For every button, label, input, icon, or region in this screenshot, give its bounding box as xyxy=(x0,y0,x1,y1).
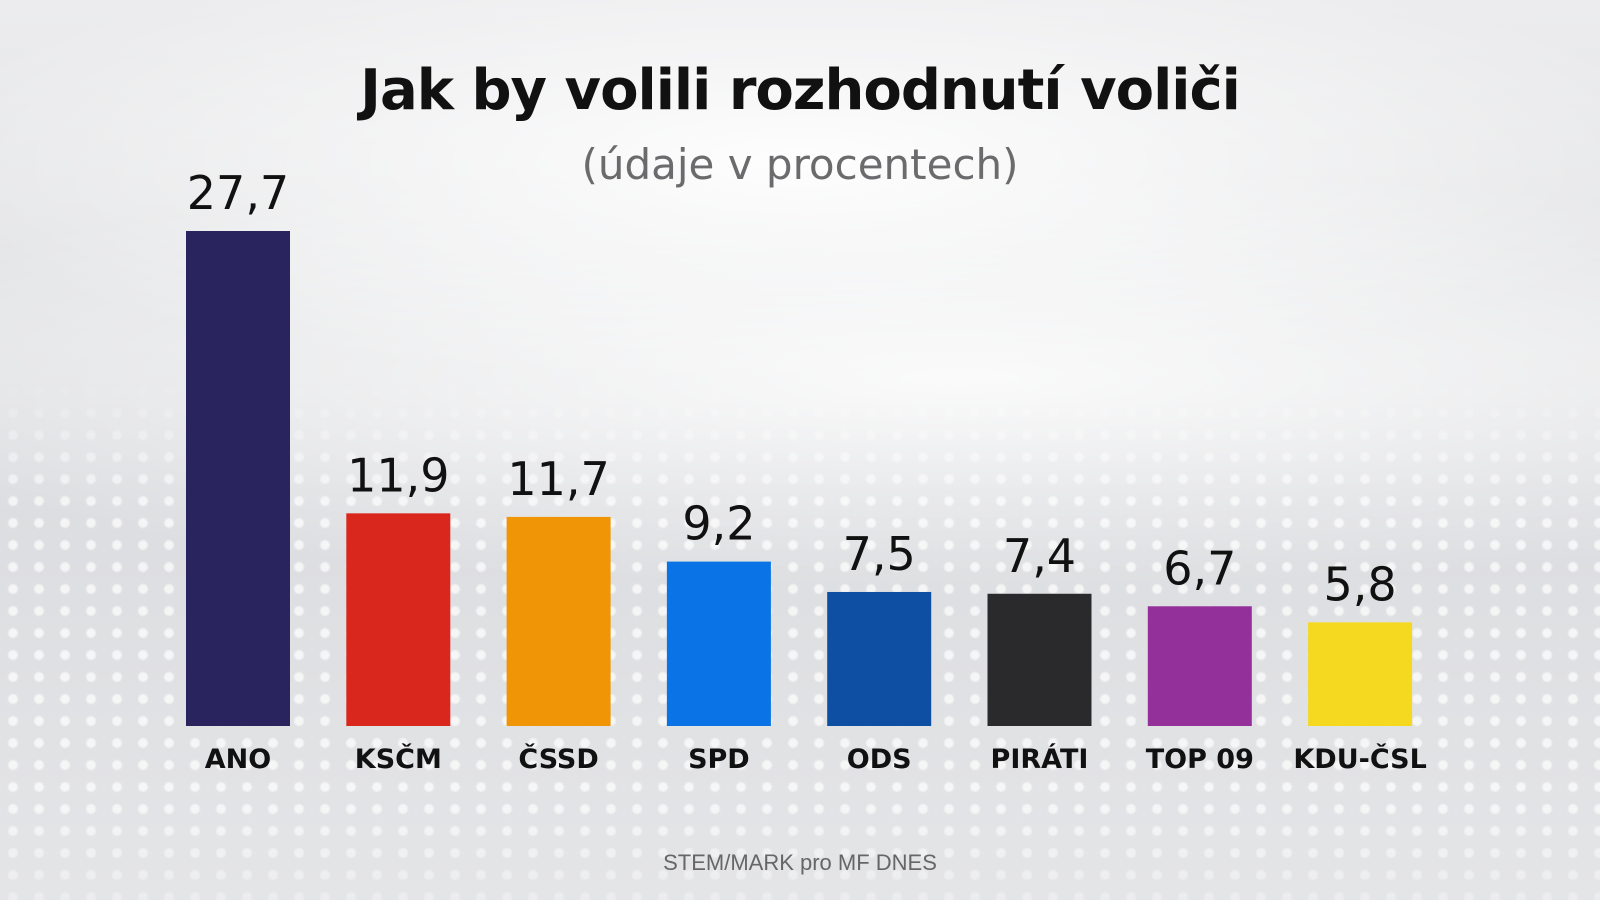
category-label-kdu-čsl: KDU-ČSL xyxy=(1293,743,1426,775)
value-label-spd: 9,2 xyxy=(682,497,755,551)
bar-ods xyxy=(827,591,932,726)
bar-ano xyxy=(186,231,290,726)
chart-title: Jak by volili rozhodnutí voliči xyxy=(360,58,1241,123)
value-label-ano: 27,7 xyxy=(187,166,289,220)
bar-ksčm xyxy=(346,513,451,726)
bar-čssd xyxy=(506,516,611,726)
category-label-piráti: PIRÁTI xyxy=(991,743,1089,775)
value-label-kdu-čsl: 5,8 xyxy=(1324,557,1397,611)
chart-subtitle: (údaje v procentech) xyxy=(581,140,1019,189)
bar-piráti xyxy=(987,593,1092,726)
bar-kdu-čsl xyxy=(1308,622,1413,726)
source-credit: STEM/MARK pro MF DNES xyxy=(663,850,937,875)
category-label-ods: ODS xyxy=(847,744,912,775)
bar-spd xyxy=(666,561,771,726)
category-label-spd: SPD xyxy=(688,744,750,775)
value-label-piráti: 7,4 xyxy=(1003,529,1076,583)
value-label-ksčm: 11,9 xyxy=(347,448,449,502)
value-label-top-09: 6,7 xyxy=(1163,541,1236,595)
value-label-ods: 7,5 xyxy=(843,527,916,581)
value-label-čssd: 11,7 xyxy=(507,452,609,506)
category-label-čssd: ČSSD xyxy=(518,743,598,775)
category-label-ksčm: KSČM xyxy=(355,743,442,775)
category-label-top-09: TOP 09 xyxy=(1146,744,1254,775)
category-label-ano: ANO xyxy=(205,744,271,775)
bar-top-09 xyxy=(1147,606,1252,726)
